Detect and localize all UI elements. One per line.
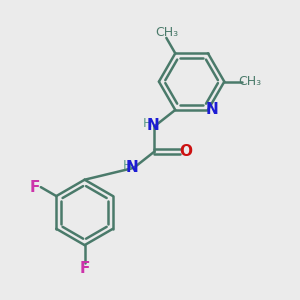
Text: H: H [143,117,153,130]
Text: N: N [147,118,159,133]
Text: F: F [30,180,40,195]
Text: CH₃: CH₃ [155,26,178,39]
Text: H: H [122,159,132,172]
Text: N: N [205,103,218,118]
Text: F: F [80,261,90,276]
Text: N: N [126,160,139,175]
Text: O: O [179,144,192,159]
Text: CH₃: CH₃ [238,75,261,88]
